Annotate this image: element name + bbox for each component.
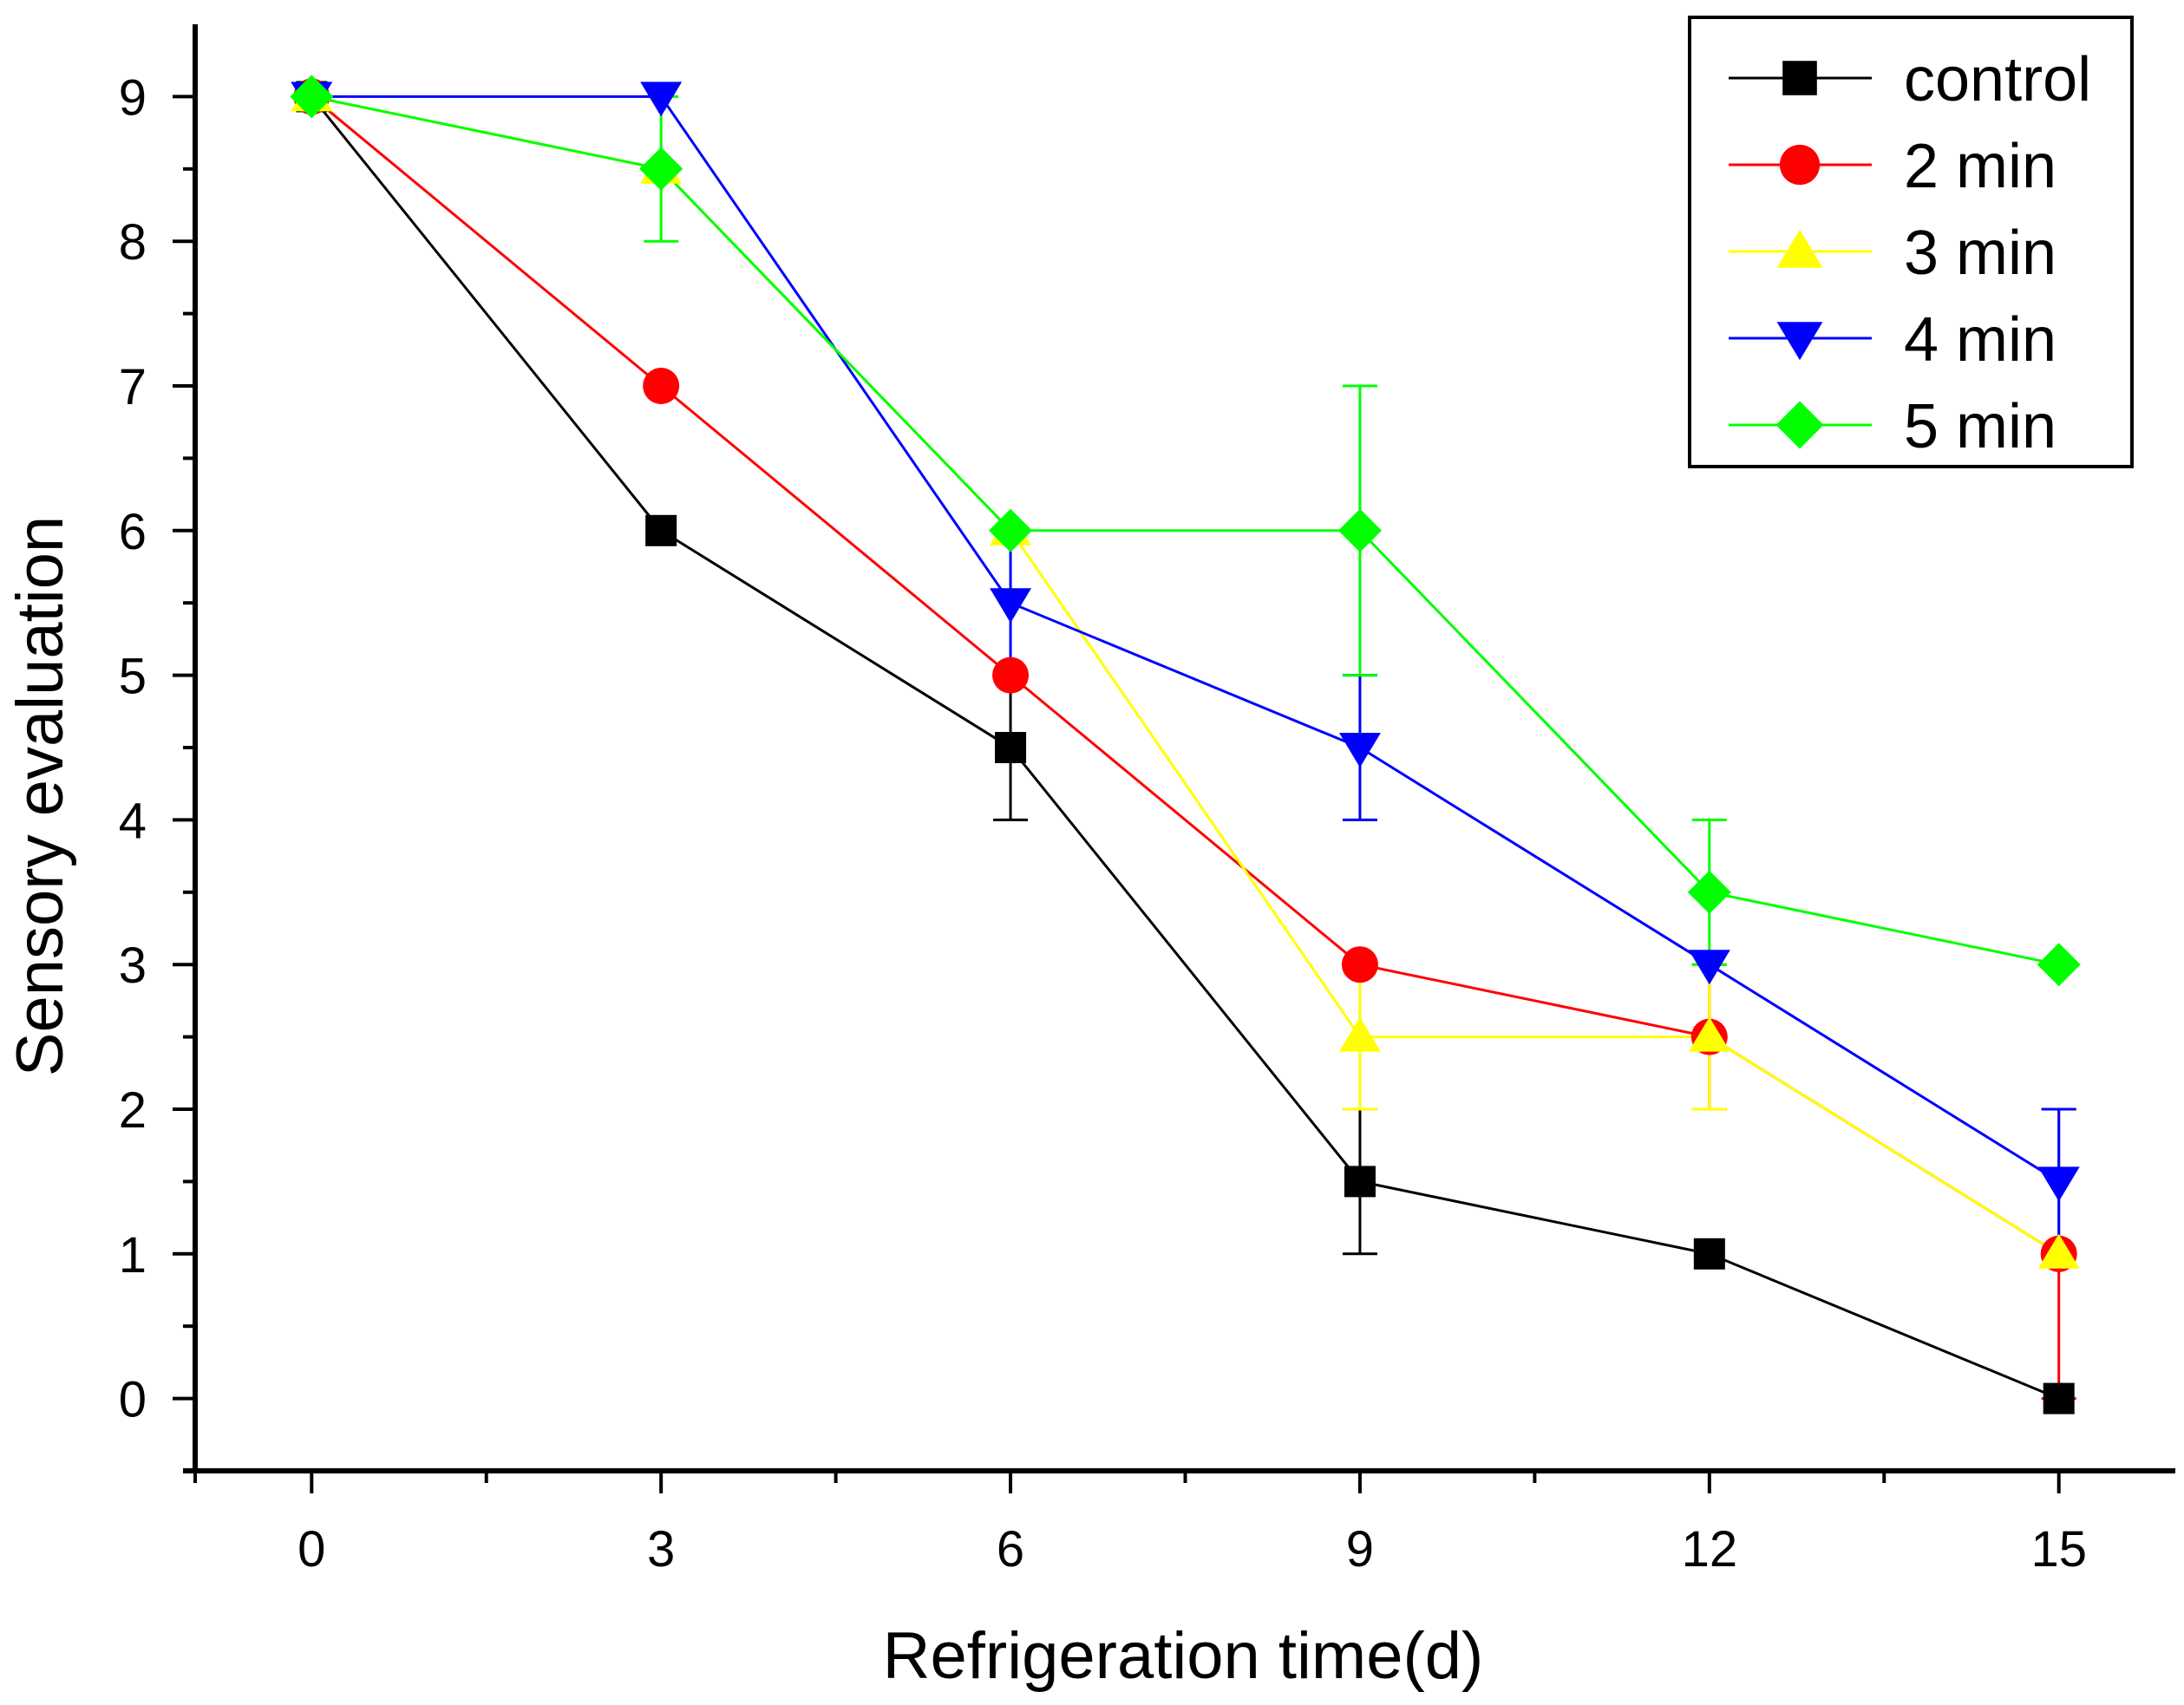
x-tick-label: 0: [298, 1521, 325, 1578]
legend-label: 2 min: [1904, 132, 2056, 201]
y-tick-label: 0: [119, 1372, 147, 1428]
diamond-marker: [2037, 943, 2081, 987]
x-tick-label: 9: [1346, 1521, 1374, 1578]
legend-label: 5 min: [1904, 392, 2056, 461]
circle-marker: [643, 368, 680, 404]
square-marker: [1344, 1166, 1376, 1198]
triangle-up-marker: [1776, 229, 1823, 268]
triangle-up-marker: [1338, 1016, 1381, 1052]
square-marker: [645, 514, 677, 546]
diamond-marker: [989, 508, 1033, 552]
legend-label: control: [1904, 45, 2091, 114]
series-markers: [290, 75, 2081, 1414]
y-tick-label: 6: [119, 504, 147, 560]
diamond-marker: [1337, 508, 1382, 552]
y-tick-label: 8: [119, 214, 147, 271]
legend-label: 3 min: [1904, 219, 2056, 288]
y-tick-label: 5: [119, 649, 147, 705]
square-marker: [1693, 1238, 1725, 1270]
circle-marker: [992, 657, 1030, 694]
y-tick-label: 1: [119, 1227, 147, 1284]
y-tick-label: 4: [119, 793, 147, 849]
diamond-marker: [290, 75, 334, 119]
legend: control 2 min 3 min 4 min 5 min: [1688, 16, 2134, 468]
series-lines: [311, 95, 2060, 1400]
y-tick-label: 7: [119, 359, 147, 415]
triangle-down-marker: [2037, 1166, 2080, 1202]
x-tick-label: 3: [647, 1521, 675, 1578]
diamond-marker: [1775, 401, 1824, 449]
square-marker: [1782, 61, 1817, 95]
legend-box: [1688, 16, 2134, 468]
triangle-down-marker: [1338, 733, 1381, 768]
triangle-down-marker: [990, 588, 1032, 624]
triangle-up-marker: [2037, 1233, 2080, 1269]
diamond-marker: [1687, 870, 1731, 914]
circle-marker: [1341, 946, 1378, 983]
triangle-up-marker: [1688, 1016, 1730, 1052]
y-tick-label: 9: [119, 69, 147, 126]
triangle-down-marker: [1776, 322, 1823, 361]
x-tick-label: 6: [997, 1521, 1024, 1578]
series-line: [311, 95, 2060, 1183]
series-line: [311, 95, 2060, 966]
square-marker: [995, 732, 1027, 763]
circle-marker: [1779, 144, 1821, 186]
legend-label: 4 min: [1904, 305, 2056, 375]
y-axis-title: Sensory evaluation: [3, 516, 77, 1076]
triangle-down-marker: [1688, 950, 1730, 985]
triangle-down-marker: [640, 82, 683, 117]
x-axis-title: Refrigeration time(d): [883, 1619, 1484, 1693]
x-tick-label: 15: [2030, 1521, 2087, 1578]
y-tick-label: 3: [119, 937, 147, 994]
square-marker: [2043, 1382, 2075, 1414]
diamond-marker: [639, 147, 683, 191]
x-tick-label: 12: [1682, 1521, 1738, 1578]
y-tick-label: 2: [119, 1082, 147, 1139]
series-line: [311, 95, 2060, 1400]
